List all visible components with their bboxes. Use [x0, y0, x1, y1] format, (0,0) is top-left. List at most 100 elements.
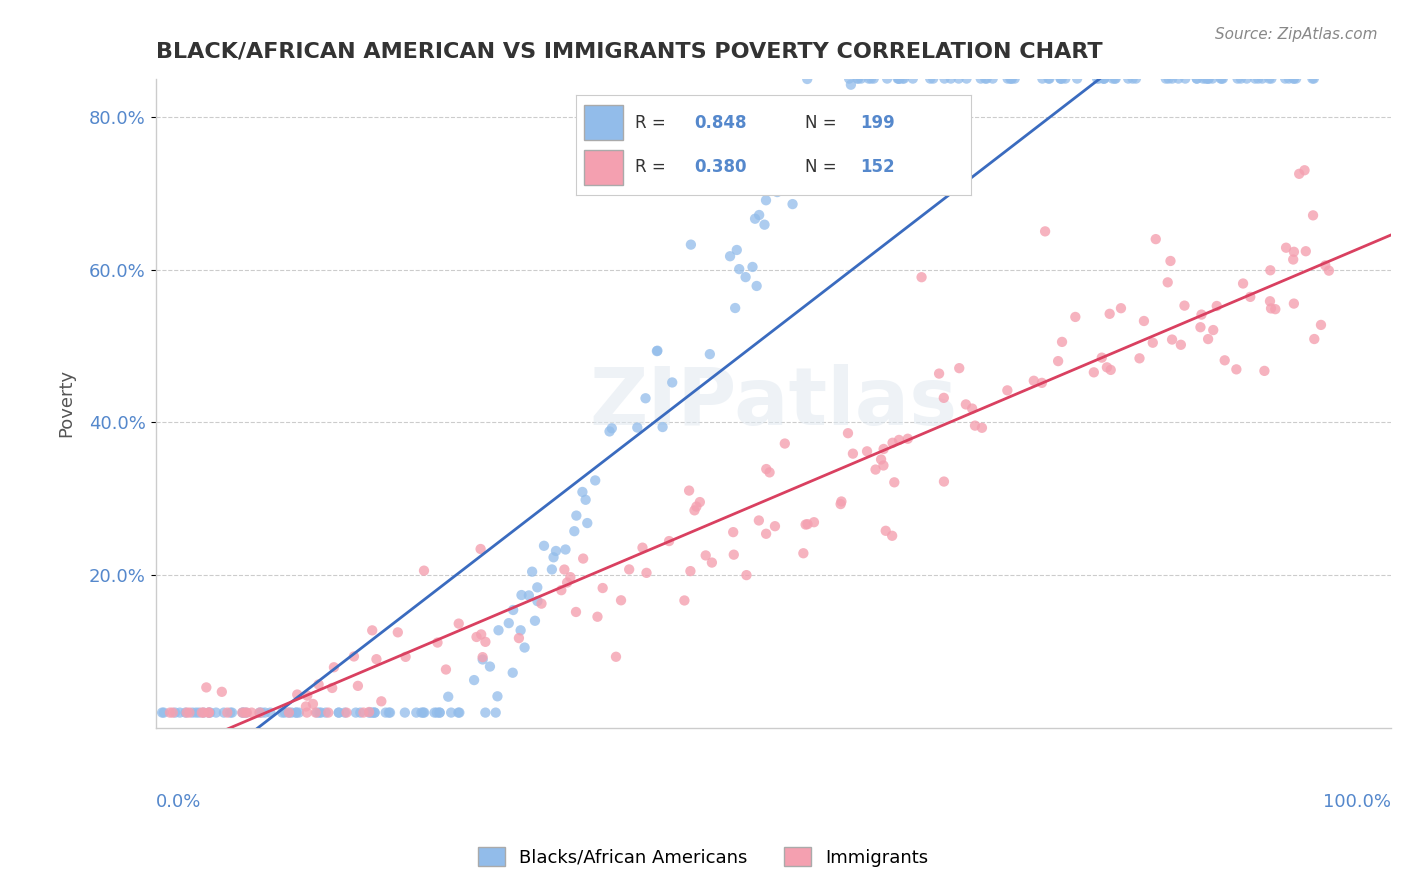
Point	[758, 159, 780, 173]
Point	[970, 71, 993, 86]
Point	[1092, 71, 1115, 86]
Point	[513, 640, 536, 655]
Point	[1066, 71, 1088, 86]
Point	[872, 458, 894, 473]
Text: BLACK/AFRICAN AMERICAN VS IMMIGRANTS POVERTY CORRELATION CHART: BLACK/AFRICAN AMERICAN VS IMMIGRANTS POV…	[156, 42, 1102, 62]
Point	[860, 71, 883, 86]
Point	[1001, 71, 1024, 86]
Point	[474, 706, 496, 720]
Point	[1239, 290, 1261, 304]
Point	[922, 71, 945, 86]
Point	[1133, 314, 1156, 328]
Point	[366, 652, 388, 666]
Point	[1258, 294, 1281, 309]
Point	[651, 420, 673, 434]
Point	[316, 706, 339, 720]
Point	[1173, 299, 1195, 313]
Point	[217, 706, 239, 720]
Point	[236, 706, 259, 720]
Point	[1226, 71, 1249, 86]
Point	[617, 562, 640, 576]
Point	[571, 485, 593, 500]
Point	[748, 208, 770, 222]
Point	[411, 706, 433, 720]
Legend: Blacks/African Americans, Immigrants: Blacks/African Americans, Immigrants	[471, 840, 935, 874]
Point	[744, 211, 766, 226]
Point	[198, 706, 221, 720]
Point	[502, 665, 524, 680]
Point	[413, 564, 436, 578]
Point	[1301, 71, 1323, 86]
Point	[333, 706, 356, 720]
Point	[1174, 71, 1197, 86]
Point	[361, 624, 384, 638]
Point	[309, 706, 332, 720]
Point	[184, 706, 207, 720]
Point	[1033, 224, 1056, 238]
Point	[758, 466, 780, 480]
Point	[600, 421, 623, 435]
Point	[387, 625, 409, 640]
Point	[1157, 276, 1180, 290]
Point	[1098, 307, 1121, 321]
Point	[249, 706, 271, 720]
Point	[745, 279, 768, 293]
Point	[796, 517, 818, 532]
Point	[1083, 365, 1105, 379]
Point	[685, 500, 707, 514]
Point	[1198, 71, 1220, 86]
Point	[474, 635, 496, 649]
Point	[259, 706, 281, 720]
Point	[197, 706, 219, 720]
Point	[1095, 360, 1118, 375]
Point	[755, 193, 778, 207]
Point	[948, 361, 970, 376]
Point	[437, 690, 460, 704]
Point	[830, 497, 852, 511]
Point	[349, 706, 371, 720]
Point	[1161, 71, 1184, 86]
Point	[723, 548, 745, 562]
Point	[1201, 71, 1223, 86]
Point	[920, 71, 942, 86]
Point	[948, 71, 970, 86]
Point	[378, 706, 401, 720]
Point	[1167, 71, 1189, 86]
Point	[734, 270, 756, 285]
Point	[347, 679, 370, 693]
Point	[434, 663, 457, 677]
Point	[586, 609, 609, 624]
Point	[285, 706, 308, 720]
Point	[901, 71, 924, 86]
Point	[658, 534, 681, 549]
Point	[1264, 302, 1286, 317]
Point	[188, 706, 211, 720]
Point	[934, 71, 956, 86]
Point	[761, 180, 783, 194]
Point	[846, 71, 869, 86]
Point	[1191, 308, 1213, 322]
Point	[520, 565, 543, 579]
Point	[295, 706, 318, 720]
Point	[575, 492, 598, 507]
Point	[1116, 71, 1139, 86]
Point	[323, 660, 346, 674]
Point	[232, 706, 254, 720]
Point	[718, 249, 741, 263]
Point	[679, 564, 702, 578]
Point	[700, 556, 723, 570]
Point	[1212, 71, 1234, 86]
Point	[233, 706, 256, 720]
Point	[870, 452, 893, 467]
Point	[1085, 71, 1108, 86]
Point	[1205, 299, 1227, 313]
Point	[285, 706, 308, 720]
Point	[955, 71, 977, 86]
Point	[1282, 71, 1305, 86]
Point	[541, 562, 564, 576]
Point	[1232, 277, 1254, 291]
Point	[846, 71, 869, 86]
Point	[1253, 364, 1275, 378]
Point	[960, 401, 983, 416]
Point	[277, 706, 299, 720]
